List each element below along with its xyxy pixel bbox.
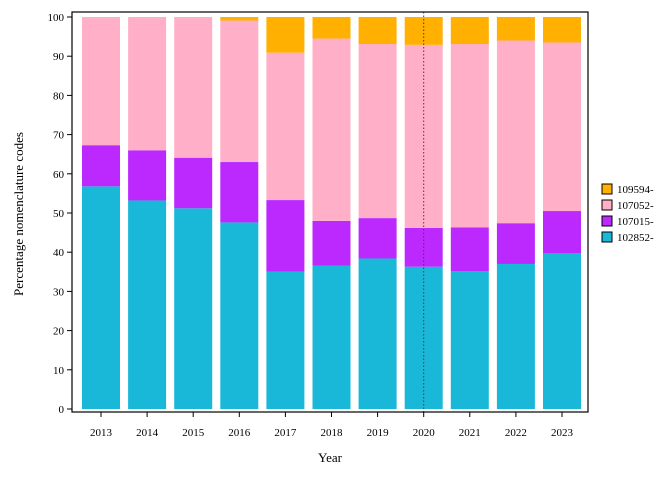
- x-axis: 2013 2014 2015 2016 2017 2018 2019 2020 2021 2022…: [90, 412, 574, 439]
- bar-2023-series-3: [543, 42, 581, 212]
- y-axis-label: Percentage nomenclature codes: [11, 132, 26, 296]
- bar-2014-series-1: [128, 200, 167, 409]
- bar-2018-series-4: [312, 17, 351, 39]
- x-tick-label-2013: 2013: [90, 427, 113, 439]
- x-tick-label-2017: 2017: [274, 427, 297, 439]
- x-tick-label-2014: 2014: [136, 427, 159, 439]
- bar-2018-series-3: [312, 38, 351, 221]
- bar-2017-series-1: [266, 271, 305, 409]
- bar-2013-series-1: [82, 186, 120, 409]
- legend-swatch-109594: [601, 183, 613, 195]
- legend-label-107052: 107052-: [617, 200, 654, 212]
- y-tick-label: 10: [53, 365, 65, 377]
- bar-2023-series-1: [543, 253, 581, 409]
- legend: 109594- 107052- 107015- 102852-: [601, 183, 654, 244]
- legend-label-109594: 109594-: [617, 184, 654, 196]
- bar-2021-series-4: [450, 17, 489, 45]
- legend-swatch-107052: [601, 199, 613, 211]
- bar-2016-series-1: [220, 222, 259, 409]
- y-tick-label: 100: [48, 12, 65, 24]
- x-tick-label-2016: 2016: [228, 427, 251, 439]
- bar-2013-series-2: [82, 145, 120, 187]
- y-tick-label: 70: [53, 130, 65, 142]
- y-axis: 0 10 20 30 40 50 60 70 80 90 100: [48, 12, 72, 416]
- x-tick-label-2023: 2023: [551, 427, 574, 439]
- bar-2015-series-3: [174, 17, 213, 158]
- x-tick-label-2022: 2022: [505, 427, 527, 439]
- bar-2019-series-3: [358, 44, 397, 219]
- y-tick-label: 20: [53, 326, 65, 338]
- y-tick-label: 50: [53, 208, 65, 220]
- bar-2019-series-1: [358, 258, 397, 409]
- y-tick-label: 90: [53, 51, 65, 63]
- y-tick-label: 80: [53, 90, 65, 102]
- legend-label-102852: 102852-: [617, 232, 654, 244]
- x-tick-label-2018: 2018: [321, 427, 344, 439]
- bar-2021-series-2: [450, 227, 489, 272]
- legend-label-107015: 107015-: [617, 216, 654, 228]
- bar-2021-series-1: [450, 271, 489, 409]
- bar-2015-series-1: [174, 208, 213, 409]
- bar-2017-series-4: [266, 17, 305, 53]
- x-tick-label-2019: 2019: [367, 427, 390, 439]
- bars-layer: [82, 17, 581, 409]
- y-tick-label: 40: [53, 247, 65, 259]
- bar-2019-series-2: [358, 218, 397, 259]
- bar-2013-series-3: [82, 17, 120, 146]
- x-tick-label-2020: 2020: [413, 427, 436, 439]
- bar-2022-series-1: [496, 263, 535, 409]
- bar-2019-series-4: [358, 17, 397, 45]
- bar-2018-series-1: [312, 265, 351, 409]
- legend-swatch-102852: [601, 231, 613, 243]
- y-tick-label: 0: [59, 404, 65, 416]
- bar-2016-series-3: [220, 20, 259, 163]
- bar-2023-series-4: [543, 17, 581, 43]
- y-tick-label: 60: [53, 169, 65, 181]
- bar-2015-series-2: [174, 157, 213, 209]
- legend-swatch-107015: [601, 215, 613, 227]
- bar-2018-series-2: [312, 220, 351, 266]
- bar-2022-series-3: [496, 40, 535, 224]
- y-tick-label: 30: [53, 286, 65, 298]
- bar-2022-series-2: [496, 223, 535, 264]
- x-tick-label-2021: 2021: [459, 427, 481, 439]
- bar-2017-series-2: [266, 200, 305, 272]
- bar-2017-series-3: [266, 52, 305, 201]
- bar-2022-series-4: [496, 17, 535, 41]
- bar-2014-series-2: [128, 150, 167, 201]
- x-tick-label-2015: 2015: [182, 427, 205, 439]
- bar-2014-series-3: [128, 17, 167, 151]
- x-axis-label: Year: [318, 450, 343, 465]
- bar-2016-series-4: [220, 17, 259, 21]
- plot-frame: [71, 11, 589, 413]
- bar-2016-series-2: [220, 162, 259, 223]
- bar-2023-series-2: [543, 211, 581, 254]
- bar-2021-series-3: [450, 44, 489, 228]
